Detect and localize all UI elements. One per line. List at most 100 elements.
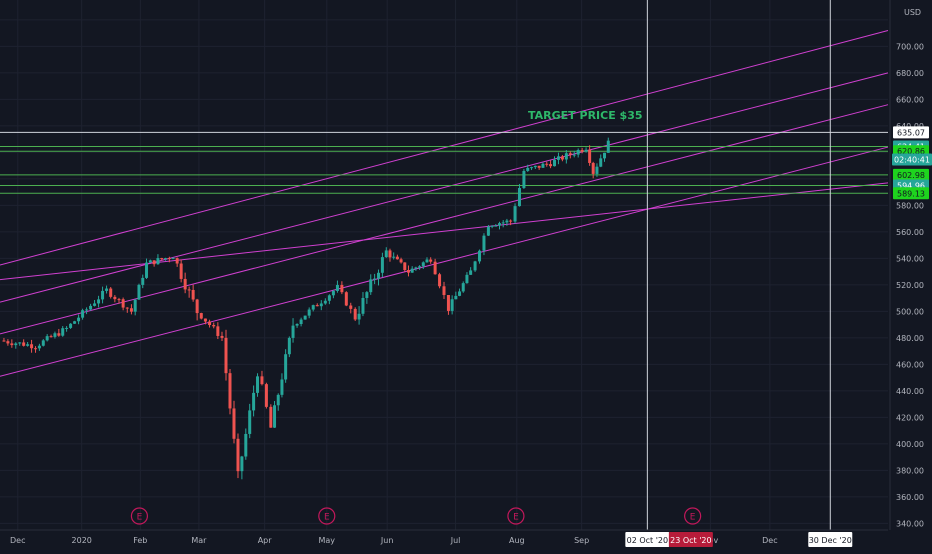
candle-body <box>541 163 545 168</box>
price-tick-label: 540.00 <box>896 254 924 263</box>
candle-body <box>465 274 469 284</box>
candle-body <box>591 162 595 174</box>
candle-body <box>580 150 584 152</box>
candle-body <box>199 313 203 319</box>
time-marker-badge[interactable] <box>808 532 853 547</box>
price-tick-label: 500.00 <box>896 307 924 316</box>
price-tick-label: 480.00 <box>896 334 924 343</box>
candle-body <box>145 262 149 278</box>
candle-body <box>549 164 553 167</box>
time-marker-badge[interactable] <box>668 532 713 547</box>
candle-body <box>603 152 607 159</box>
candle-body <box>121 299 125 308</box>
countdown-badge[interactable] <box>892 153 932 166</box>
price-level-badge-label: 589.13 <box>897 189 925 198</box>
target-price-label: TARGET PRICE $35 <box>528 109 643 122</box>
time-tick-label: Jun <box>380 536 394 545</box>
time-tick-label: Feb <box>133 536 147 545</box>
candle-body <box>357 313 361 320</box>
price-tick-label: 360.00 <box>896 493 924 502</box>
price-tick-label: 560.00 <box>896 228 924 237</box>
candle-body <box>291 325 295 338</box>
candle-body <box>595 166 599 174</box>
candle-body <box>388 250 392 258</box>
candle-body <box>533 165 537 168</box>
candle-body <box>377 272 381 279</box>
candle-body <box>414 267 418 269</box>
earnings-marker-label: E <box>324 513 330 523</box>
candle-body <box>311 305 315 310</box>
candle-body <box>61 328 65 336</box>
candle-body <box>295 324 299 326</box>
earnings-marker[interactable] <box>318 507 336 525</box>
candle-body <box>335 284 339 291</box>
candle-body <box>113 296 117 300</box>
candle-body <box>244 433 248 457</box>
price-level-badge[interactable] <box>893 126 929 139</box>
candle-body <box>564 153 568 160</box>
time-marker-badge[interactable] <box>625 532 670 547</box>
candle-body <box>248 410 252 434</box>
candle-body <box>530 167 534 169</box>
candle-body <box>501 222 505 224</box>
candle-body <box>576 150 580 155</box>
candle-body <box>517 187 521 207</box>
candle-body <box>73 321 77 324</box>
candle-body <box>353 308 357 320</box>
candle-body <box>269 406 273 428</box>
candle-body <box>2 340 6 342</box>
candle-body <box>34 348 38 350</box>
candle-body <box>129 308 133 312</box>
candle-body <box>421 262 425 267</box>
candle-body <box>232 408 236 439</box>
time-tick-label: Sep <box>574 536 589 545</box>
candle-body <box>156 258 160 265</box>
candle-body <box>175 258 179 264</box>
candle-body <box>482 235 486 251</box>
earnings-marker-label: E <box>690 513 696 523</box>
time-tick-label: Dec <box>762 536 777 545</box>
candle-body <box>442 286 446 296</box>
price-axis[interactable]: 340.00 360.00 380.00 400.00 420.00 440.00 460.… <box>889 0 932 530</box>
candle-body <box>461 283 465 292</box>
price-level-badge[interactable] <box>893 168 929 181</box>
price-level-badge[interactable] <box>893 187 929 200</box>
candle-body <box>26 344 30 346</box>
candle-body <box>41 340 45 346</box>
candle-body <box>69 323 73 328</box>
candle-body <box>307 309 311 316</box>
candle-body <box>526 167 530 171</box>
candle-body <box>117 299 121 301</box>
candle-body <box>315 305 319 307</box>
candle-body <box>89 305 93 310</box>
candle-body <box>361 297 365 314</box>
candle-body <box>276 394 280 406</box>
candle-body <box>125 307 129 309</box>
candle-body <box>85 309 89 311</box>
candle-body <box>425 259 429 263</box>
time-axis[interactable]: Dec2020FebMarAprMayJunJulAugSepNovDec02 … <box>0 529 888 547</box>
candle-body <box>137 284 141 300</box>
candle-body <box>588 149 592 163</box>
candle-body <box>97 299 101 304</box>
candle-body <box>141 277 145 285</box>
candle-body <box>384 250 388 258</box>
candle-body <box>133 299 137 312</box>
candle-body <box>191 289 195 300</box>
candle-body <box>228 373 232 409</box>
candle-body <box>171 258 175 260</box>
candle-body <box>319 303 323 307</box>
earnings-marker[interactable] <box>130 507 149 525</box>
price-tick-label: 660.00 <box>896 95 924 104</box>
candle-body <box>37 345 41 349</box>
earnings-marker[interactable] <box>684 507 702 525</box>
candle-body <box>203 318 207 322</box>
price-level-badge-label: 602.98 <box>897 171 925 180</box>
candle-body <box>365 292 369 298</box>
candle-body <box>284 354 288 380</box>
candle-body <box>183 278 187 290</box>
earnings-marker[interactable] <box>507 507 525 525</box>
candle-body <box>252 392 256 411</box>
